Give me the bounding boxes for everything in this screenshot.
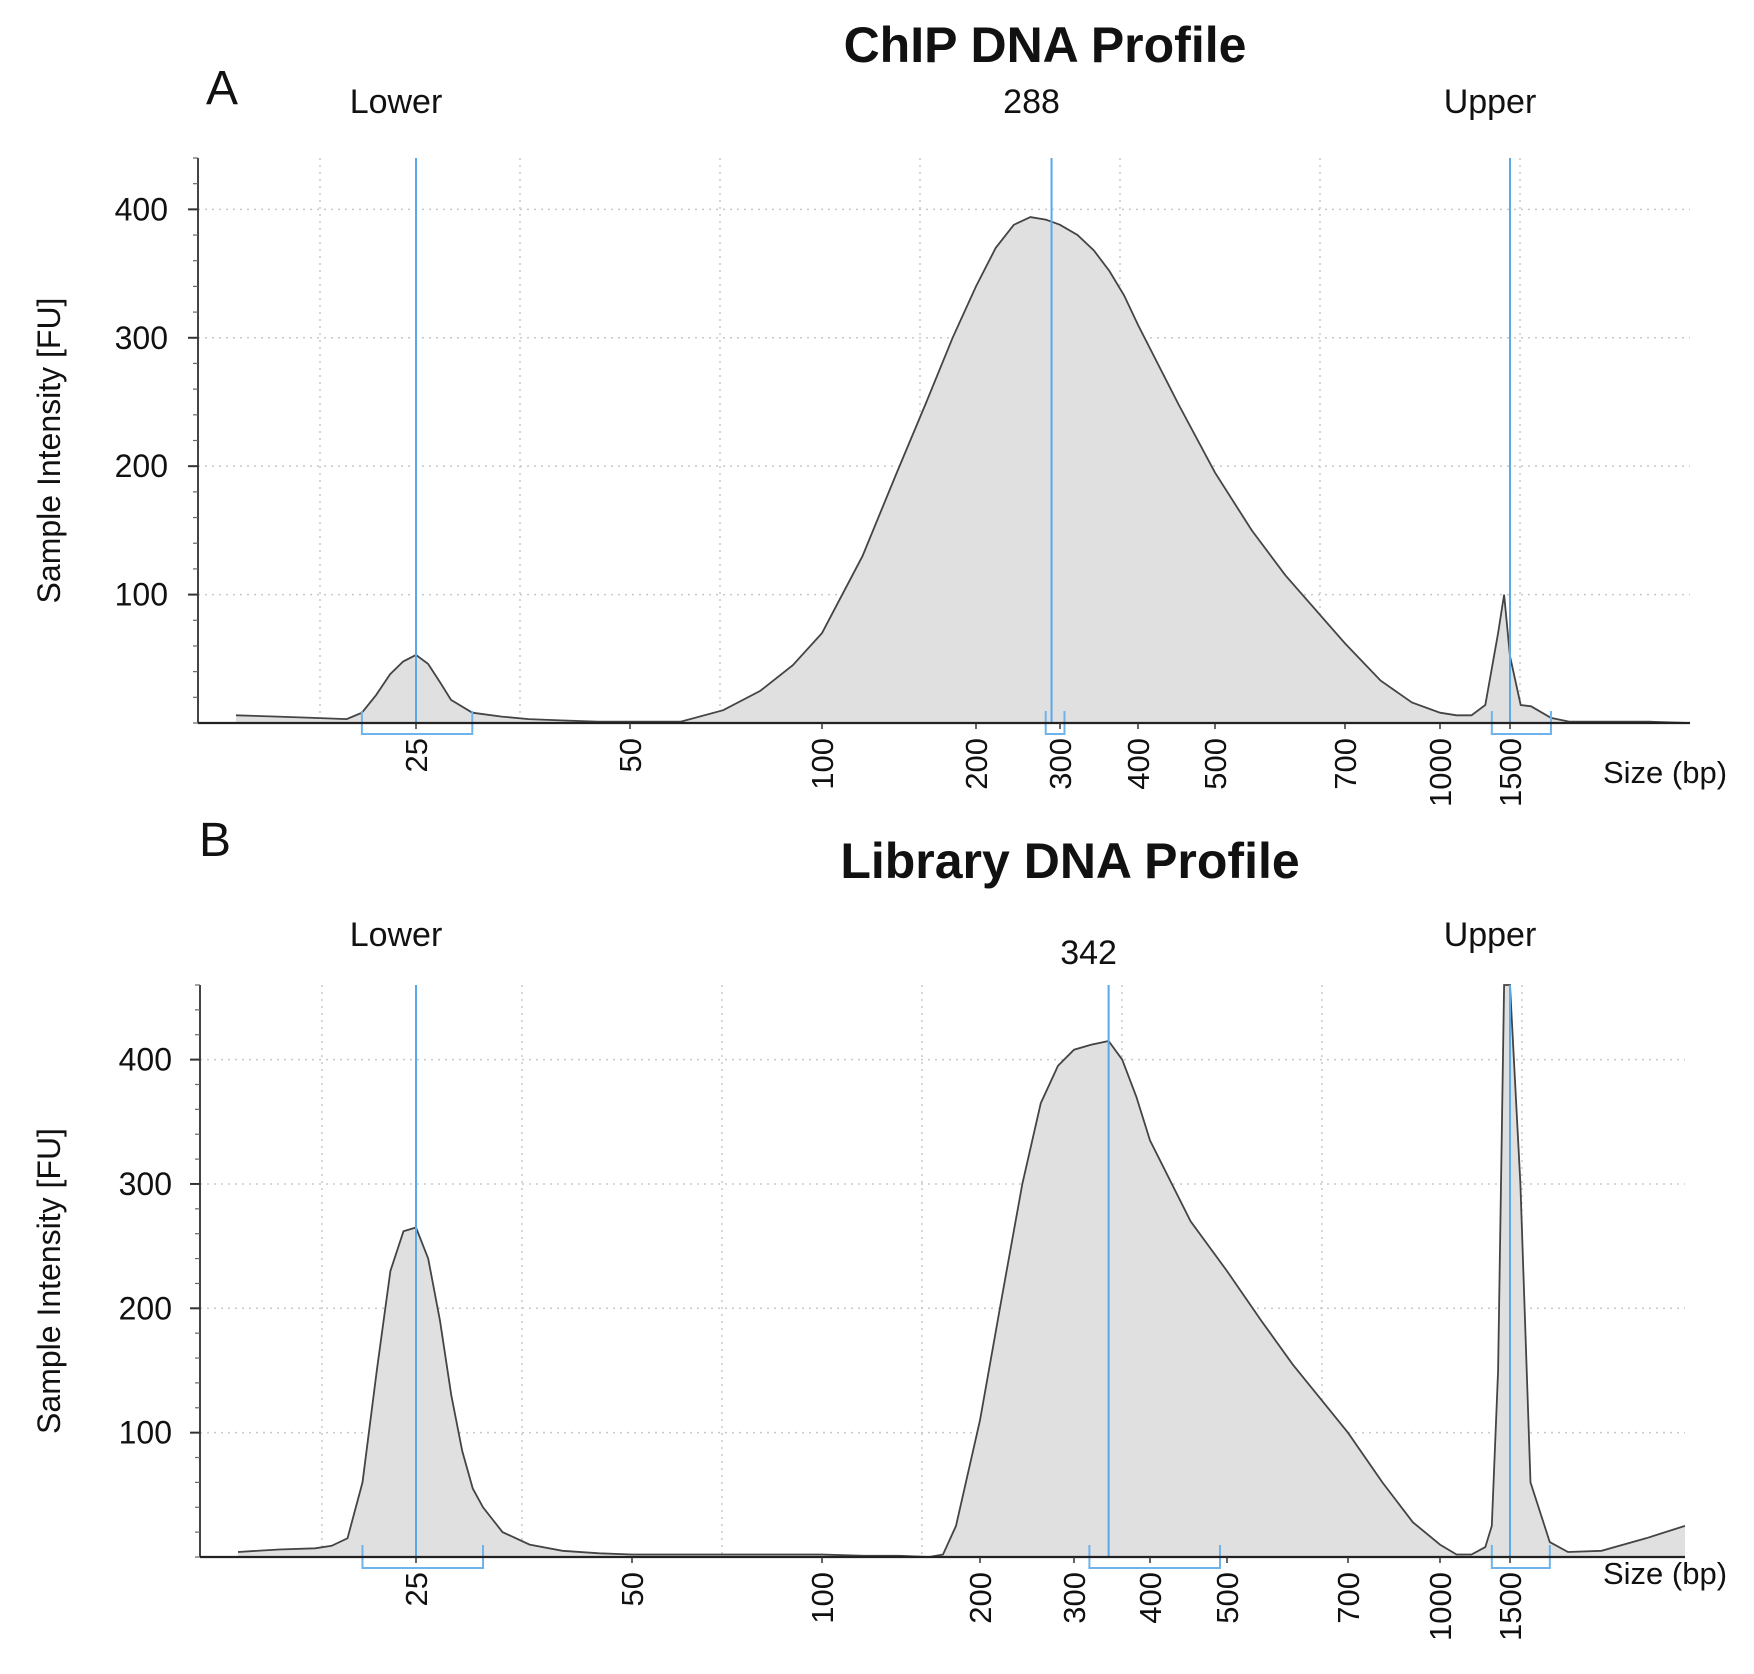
marker-label: Lower — [350, 916, 443, 954]
x-tick-label: 1000 — [1423, 1572, 1458, 1641]
marker-label: Upper — [1444, 83, 1537, 121]
x-tick-label: 300 — [1057, 1572, 1092, 1624]
x-axis-label: Size (bp) — [1603, 1556, 1727, 1591]
chart-panel-a: Lower 288 Upper 100 200 300 400 25 50 100 200 300 40… — [31, 17, 1727, 807]
x-tick-label: 500 — [1210, 1572, 1245, 1624]
panel-letter: A — [206, 62, 238, 115]
chart-title: ChIP DNA Profile — [844, 17, 1247, 73]
x-tick-label: 1500 — [1493, 738, 1528, 807]
y-axis-label: Sample Intensity [FU] — [31, 298, 67, 604]
y-tick-label: 200 — [119, 1290, 172, 1326]
trace-line — [235, 216, 1691, 724]
y-tick-label: 300 — [119, 1166, 172, 1202]
x-tick-label: 700 — [1331, 1572, 1366, 1624]
x-tick-label: 400 — [1133, 1572, 1168, 1624]
y-tick-label: 200 — [115, 448, 168, 484]
x-tick-label: 50 — [613, 738, 648, 772]
x-tick-label: 700 — [1328, 738, 1363, 790]
x-tick-label: 100 — [805, 738, 840, 790]
marker-label: 342 — [1060, 934, 1117, 972]
y-tick-label: 400 — [115, 191, 168, 227]
y-axis-label: Sample Intensity [FU] — [31, 1128, 67, 1434]
x-tick-label: 300 — [1043, 738, 1078, 790]
panel-letter: B — [199, 814, 231, 867]
x-tick-label: 1000 — [1423, 738, 1458, 807]
marker-label: Lower — [350, 83, 443, 121]
y-tick-label: 100 — [119, 1415, 172, 1451]
y-tick-label: 100 — [115, 577, 168, 613]
x-tick-label: 400 — [1121, 738, 1156, 790]
x-tick-label: 25 — [399, 738, 434, 772]
x-tick-label: 500 — [1198, 738, 1233, 790]
trace-line — [237, 984, 1686, 1558]
x-tick-label: 1500 — [1493, 1572, 1528, 1641]
marker-label: Upper — [1444, 916, 1537, 954]
x-tick-label: 200 — [963, 1572, 998, 1624]
y-tick-label: 400 — [119, 1042, 172, 1078]
chart-title: Library DNA Profile — [840, 833, 1299, 889]
marker-label: 288 — [1003, 83, 1060, 121]
x-axis-label: Size (bp) — [1603, 755, 1727, 790]
chart-panel-b: Lower 342 Upper 100 200 300 400 25 50 100 200 300 40… — [31, 814, 1727, 1641]
x-tick-label: 25 — [399, 1572, 434, 1606]
x-tick-label: 100 — [805, 1572, 840, 1624]
trace-area-fill — [238, 985, 1685, 1557]
trace-area-fill — [236, 217, 1690, 723]
y-tick-label: 300 — [115, 320, 168, 356]
x-tick-label: 200 — [959, 738, 994, 790]
x-tick-label: 50 — [615, 1572, 650, 1606]
